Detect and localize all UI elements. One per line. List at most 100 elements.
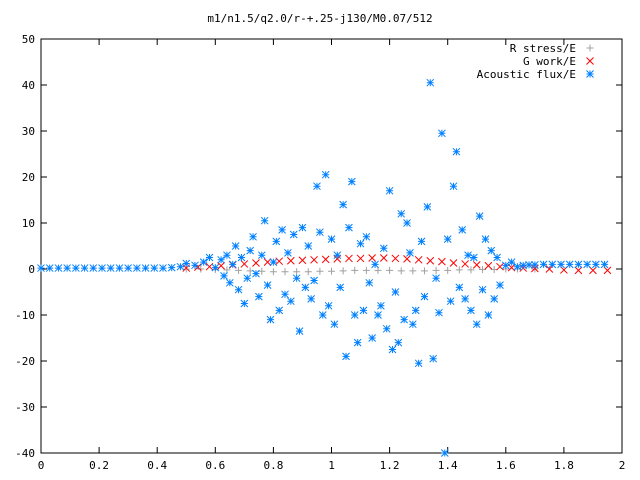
data-point [310, 255, 318, 264]
data-point [359, 306, 368, 315]
data-point [452, 147, 461, 156]
data-point [548, 260, 557, 269]
data-point [461, 295, 469, 303]
data-point [583, 260, 591, 269]
x-tick-label: 2 [619, 459, 626, 472]
data-point [479, 265, 487, 273]
data-point [249, 232, 257, 241]
data-point [406, 249, 414, 257]
y-tick-label: -40 [15, 447, 35, 460]
data-point [426, 78, 435, 87]
data-point [539, 260, 548, 269]
data-point [159, 264, 167, 272]
y-tick-label: 50 [22, 33, 35, 46]
data-point [72, 264, 80, 272]
y-tick-label: 30 [22, 125, 35, 138]
data-point [141, 264, 150, 272]
data-point [455, 283, 464, 292]
data-point [225, 278, 234, 287]
data-point [414, 255, 423, 264]
data-point [493, 253, 501, 262]
y-tick-label: 20 [22, 171, 35, 184]
data-point [411, 306, 420, 315]
legend-label: R stress/E [510, 42, 576, 55]
data-point [240, 260, 249, 268]
data-point [377, 301, 385, 310]
data-point [205, 253, 214, 262]
data-point [228, 260, 237, 269]
data-point [432, 274, 440, 283]
data-point [385, 186, 394, 195]
data-point [246, 267, 254, 275]
data-point [368, 254, 377, 262]
data-point [557, 260, 565, 269]
data-point [438, 129, 446, 138]
data-point [391, 288, 400, 296]
data-point [231, 242, 240, 250]
data-point [403, 255, 411, 263]
data-point [496, 262, 504, 271]
data-point [191, 261, 199, 270]
data-point [507, 258, 516, 266]
data-point [252, 259, 260, 267]
y-tick-label: -10 [15, 309, 35, 322]
data-point [278, 226, 286, 234]
data-point [400, 315, 408, 324]
data-point [324, 301, 333, 310]
data-point [217, 261, 225, 270]
data-point [258, 267, 266, 275]
data-point [530, 261, 539, 269]
data-point [438, 257, 446, 266]
data-point [289, 230, 298, 239]
data-point [490, 295, 499, 303]
data-point [182, 259, 191, 268]
legend-marker [586, 57, 594, 65]
data-point [167, 263, 176, 272]
data-point [490, 265, 498, 273]
data-point [519, 261, 528, 270]
data-point [513, 262, 522, 271]
data-point [89, 264, 98, 272]
data-point [379, 244, 388, 253]
data-point [574, 260, 583, 269]
data-point [545, 265, 554, 273]
x-tick-label: 1.8 [554, 459, 574, 472]
data-point [240, 299, 249, 308]
data-point [318, 311, 327, 319]
data-point [386, 266, 394, 274]
chart-title: m1/n1.5/q2.0/r-+.25-j130/M0.07/512 [207, 12, 432, 25]
data-point [388, 345, 397, 354]
data-point [272, 237, 281, 246]
data-point [263, 258, 272, 266]
data-point [281, 290, 289, 299]
data-point [382, 324, 391, 333]
data-point [525, 261, 533, 269]
data-point [321, 170, 330, 179]
data-point [435, 308, 443, 317]
data-point [574, 266, 583, 275]
data-point [391, 254, 400, 263]
data-point [301, 283, 310, 292]
data-point [423, 203, 432, 211]
data-point [284, 249, 292, 257]
data-point [336, 283, 345, 292]
legend-label: G work/E [523, 55, 576, 68]
data-point [478, 285, 487, 294]
data-point [496, 281, 504, 289]
data-point [260, 216, 269, 225]
data-point [356, 239, 365, 248]
y-tick-label: 10 [22, 217, 35, 230]
data-point [444, 266, 452, 274]
data-point [475, 212, 484, 220]
data-point [217, 255, 225, 264]
series-0 [182, 265, 539, 276]
data-point [440, 449, 449, 457]
data-point [124, 264, 133, 272]
data-point [257, 251, 266, 260]
y-tick-label: -20 [15, 355, 35, 368]
data-point [330, 320, 339, 329]
y-tick-label: -30 [15, 401, 35, 414]
data-point [307, 295, 316, 303]
data-point [237, 253, 246, 262]
data-point [304, 268, 312, 276]
